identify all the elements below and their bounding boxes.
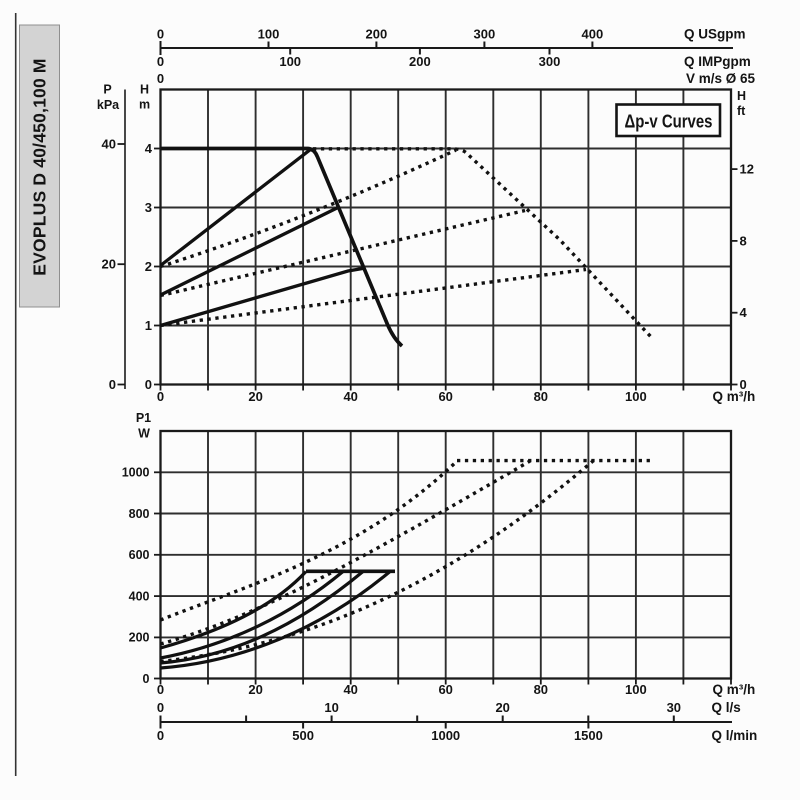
svg-text:10: 10 (324, 700, 338, 715)
svg-text:P1: P1 (136, 411, 151, 425)
svg-text:W: W (138, 427, 150, 441)
svg-text:80: 80 (534, 682, 548, 697)
svg-text:Q m³/h: Q m³/h (713, 682, 756, 697)
svg-text:Q m³/h: Q m³/h (713, 389, 756, 404)
svg-text:V m/s Ø 65: V m/s Ø 65 (686, 71, 756, 86)
svg-text:200: 200 (409, 54, 431, 69)
svg-text:0: 0 (157, 700, 164, 715)
svg-text:400: 400 (129, 589, 150, 603)
svg-text:1500: 1500 (574, 728, 603, 743)
svg-text:40: 40 (102, 137, 116, 152)
svg-text:0: 0 (157, 71, 164, 86)
svg-text:Q USgpm: Q USgpm (684, 27, 746, 42)
svg-text:300: 300 (539, 54, 561, 69)
svg-text:1000: 1000 (122, 466, 150, 480)
svg-text:100: 100 (625, 389, 647, 404)
svg-text:20: 20 (102, 257, 116, 272)
svg-text:100: 100 (625, 682, 647, 697)
svg-text:1: 1 (145, 318, 152, 333)
svg-text:Δp-v Curves: Δp-v Curves (625, 112, 713, 132)
svg-text:600: 600 (129, 548, 150, 562)
svg-text:400: 400 (582, 27, 604, 42)
svg-text:Q l/s: Q l/s (712, 700, 741, 715)
svg-text:100: 100 (279, 54, 301, 69)
svg-text:20: 20 (248, 682, 262, 697)
svg-text:kPa: kPa (97, 98, 120, 112)
svg-text:800: 800 (129, 507, 150, 521)
svg-text:ft: ft (737, 104, 746, 118)
svg-text:0: 0 (157, 54, 164, 69)
svg-text:0: 0 (143, 672, 150, 686)
svg-text:40: 40 (343, 682, 357, 697)
svg-text:200: 200 (366, 27, 388, 42)
svg-text:60: 60 (438, 682, 452, 697)
svg-text:0: 0 (157, 27, 164, 42)
svg-text:20: 20 (248, 389, 262, 404)
svg-text:H: H (140, 83, 149, 97)
svg-text:500: 500 (292, 728, 314, 743)
svg-text:m: m (139, 98, 150, 112)
svg-text:80: 80 (534, 389, 548, 404)
svg-text:EVOPLUS D 40/450,100 M: EVOPLUS D 40/450,100 M (30, 58, 50, 275)
svg-text:P: P (103, 83, 111, 97)
svg-text:12: 12 (740, 162, 754, 177)
svg-text:4: 4 (740, 305, 748, 320)
svg-text:0: 0 (157, 682, 164, 697)
svg-text:60: 60 (438, 389, 452, 404)
svg-text:2: 2 (145, 259, 152, 274)
svg-text:300: 300 (474, 27, 496, 42)
svg-text:0: 0 (740, 377, 747, 392)
svg-text:4: 4 (145, 141, 153, 156)
svg-text:3: 3 (145, 200, 152, 215)
svg-text:Q l/min: Q l/min (712, 728, 758, 743)
svg-text:20: 20 (495, 700, 509, 715)
svg-text:0: 0 (157, 728, 164, 743)
svg-text:30: 30 (667, 700, 681, 715)
svg-text:1000: 1000 (431, 728, 460, 743)
svg-text:H: H (737, 89, 746, 103)
svg-text:0: 0 (145, 377, 152, 392)
svg-text:0: 0 (157, 389, 164, 404)
svg-text:8: 8 (740, 233, 747, 248)
svg-text:0: 0 (109, 377, 116, 392)
svg-text:40: 40 (343, 389, 357, 404)
svg-text:Q IMPgpm: Q IMPgpm (684, 54, 751, 69)
svg-text:100: 100 (258, 27, 280, 42)
svg-text:200: 200 (129, 631, 150, 645)
